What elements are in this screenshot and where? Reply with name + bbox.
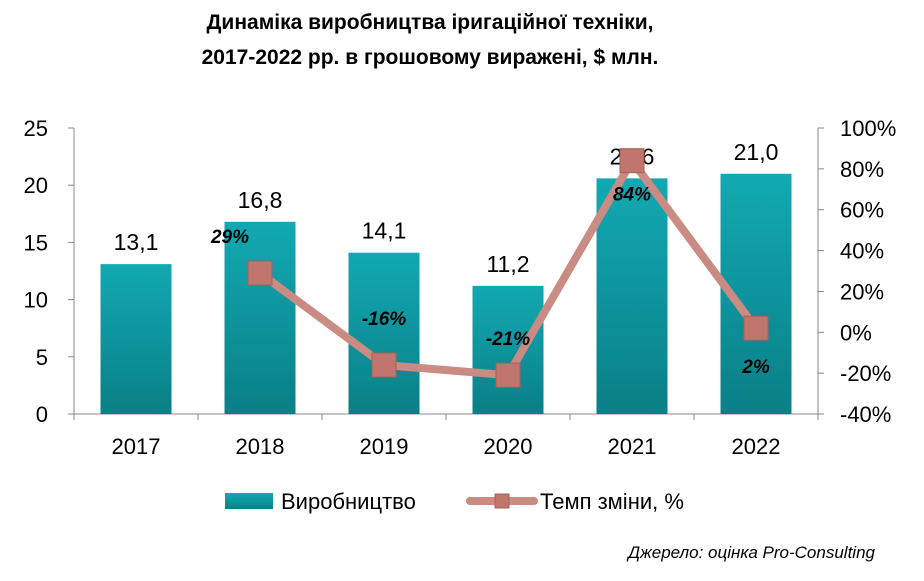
- production-bar: [348, 252, 420, 414]
- rate-labels: 29% -16% -21% 84% 2%: [210, 185, 770, 379]
- production-bar: [224, 221, 296, 414]
- right-tick-label: 80%: [840, 157, 884, 182]
- legend-bar-label: Виробництво: [281, 489, 416, 514]
- x-tick-label: 2018: [236, 434, 285, 459]
- rate-label: -21%: [486, 329, 530, 350]
- production-bar: [100, 264, 172, 414]
- production-bar-label: 13,1: [114, 229, 159, 255]
- x-tick-label: 2020: [484, 434, 533, 459]
- rate-label: 2%: [741, 357, 770, 378]
- right-tick-label: 0%: [840, 320, 872, 345]
- left-tick-label: 25: [24, 116, 48, 141]
- right-y-axis: -40% -20% 0% 20% 40% 60% 80% 100%: [817, 116, 896, 427]
- right-tick-label: 100%: [840, 116, 896, 141]
- right-tick-label: -20%: [840, 361, 891, 386]
- x-tick-label: 2017: [112, 434, 161, 459]
- left-tick-label: 0: [36, 402, 48, 427]
- chart-title-line-1: Динаміка виробництва іригаційної техніки…: [206, 11, 653, 34]
- x-tick-label: 2021: [608, 434, 657, 459]
- production-bar-labels: 13,116,814,111,220,621,0: [114, 139, 779, 277]
- right-tick-label: 60%: [840, 198, 884, 223]
- legend-line-label: Темп зміни, %: [540, 489, 684, 514]
- rate-marker: [743, 315, 769, 341]
- left-tick-label: 20: [24, 173, 48, 198]
- rate-marker: [247, 260, 273, 286]
- rate-label: 29%: [210, 227, 249, 248]
- chart-title-line-2: 2017-2022 рр. в грошовому виражені, $ мл…: [202, 46, 659, 69]
- rate-marker: [371, 352, 397, 378]
- production-bar-label: 11,2: [486, 251, 529, 277]
- legend-bar-swatch: [225, 493, 273, 509]
- legend: Виробництво Темп зміни, %: [225, 489, 684, 514]
- left-y-axis: 0 5 10 15 20 25: [24, 116, 75, 427]
- rate-label: 84%: [613, 185, 651, 206]
- x-tick-label: 2019: [360, 434, 409, 459]
- rate-label: -16%: [362, 309, 406, 330]
- left-tick-label: 10: [24, 288, 48, 313]
- right-tick-label: -40%: [840, 402, 891, 427]
- right-tick-label: 40%: [840, 239, 884, 264]
- production-bar: [472, 285, 544, 414]
- x-axis: 2017 2018 2019 2020 2021 2022: [73, 413, 819, 459]
- source-note: Джерело: оцінка Pro-Consulting: [626, 543, 875, 562]
- right-tick-label: 20%: [840, 279, 884, 304]
- left-tick-label: 15: [24, 230, 48, 255]
- production-bar: [596, 178, 668, 414]
- production-bar-label: 21,0: [734, 139, 779, 165]
- production-bar-label: 16,8: [238, 187, 283, 213]
- legend-line-marker: [494, 493, 510, 509]
- production-bar-label: 14,1: [362, 218, 407, 244]
- x-tick-label: 2022: [732, 434, 781, 459]
- rate-line-series: [247, 148, 769, 388]
- rate-marker: [619, 148, 645, 174]
- production-bars: [100, 173, 792, 414]
- rate-marker: [495, 362, 521, 388]
- left-tick-label: 5: [36, 345, 48, 370]
